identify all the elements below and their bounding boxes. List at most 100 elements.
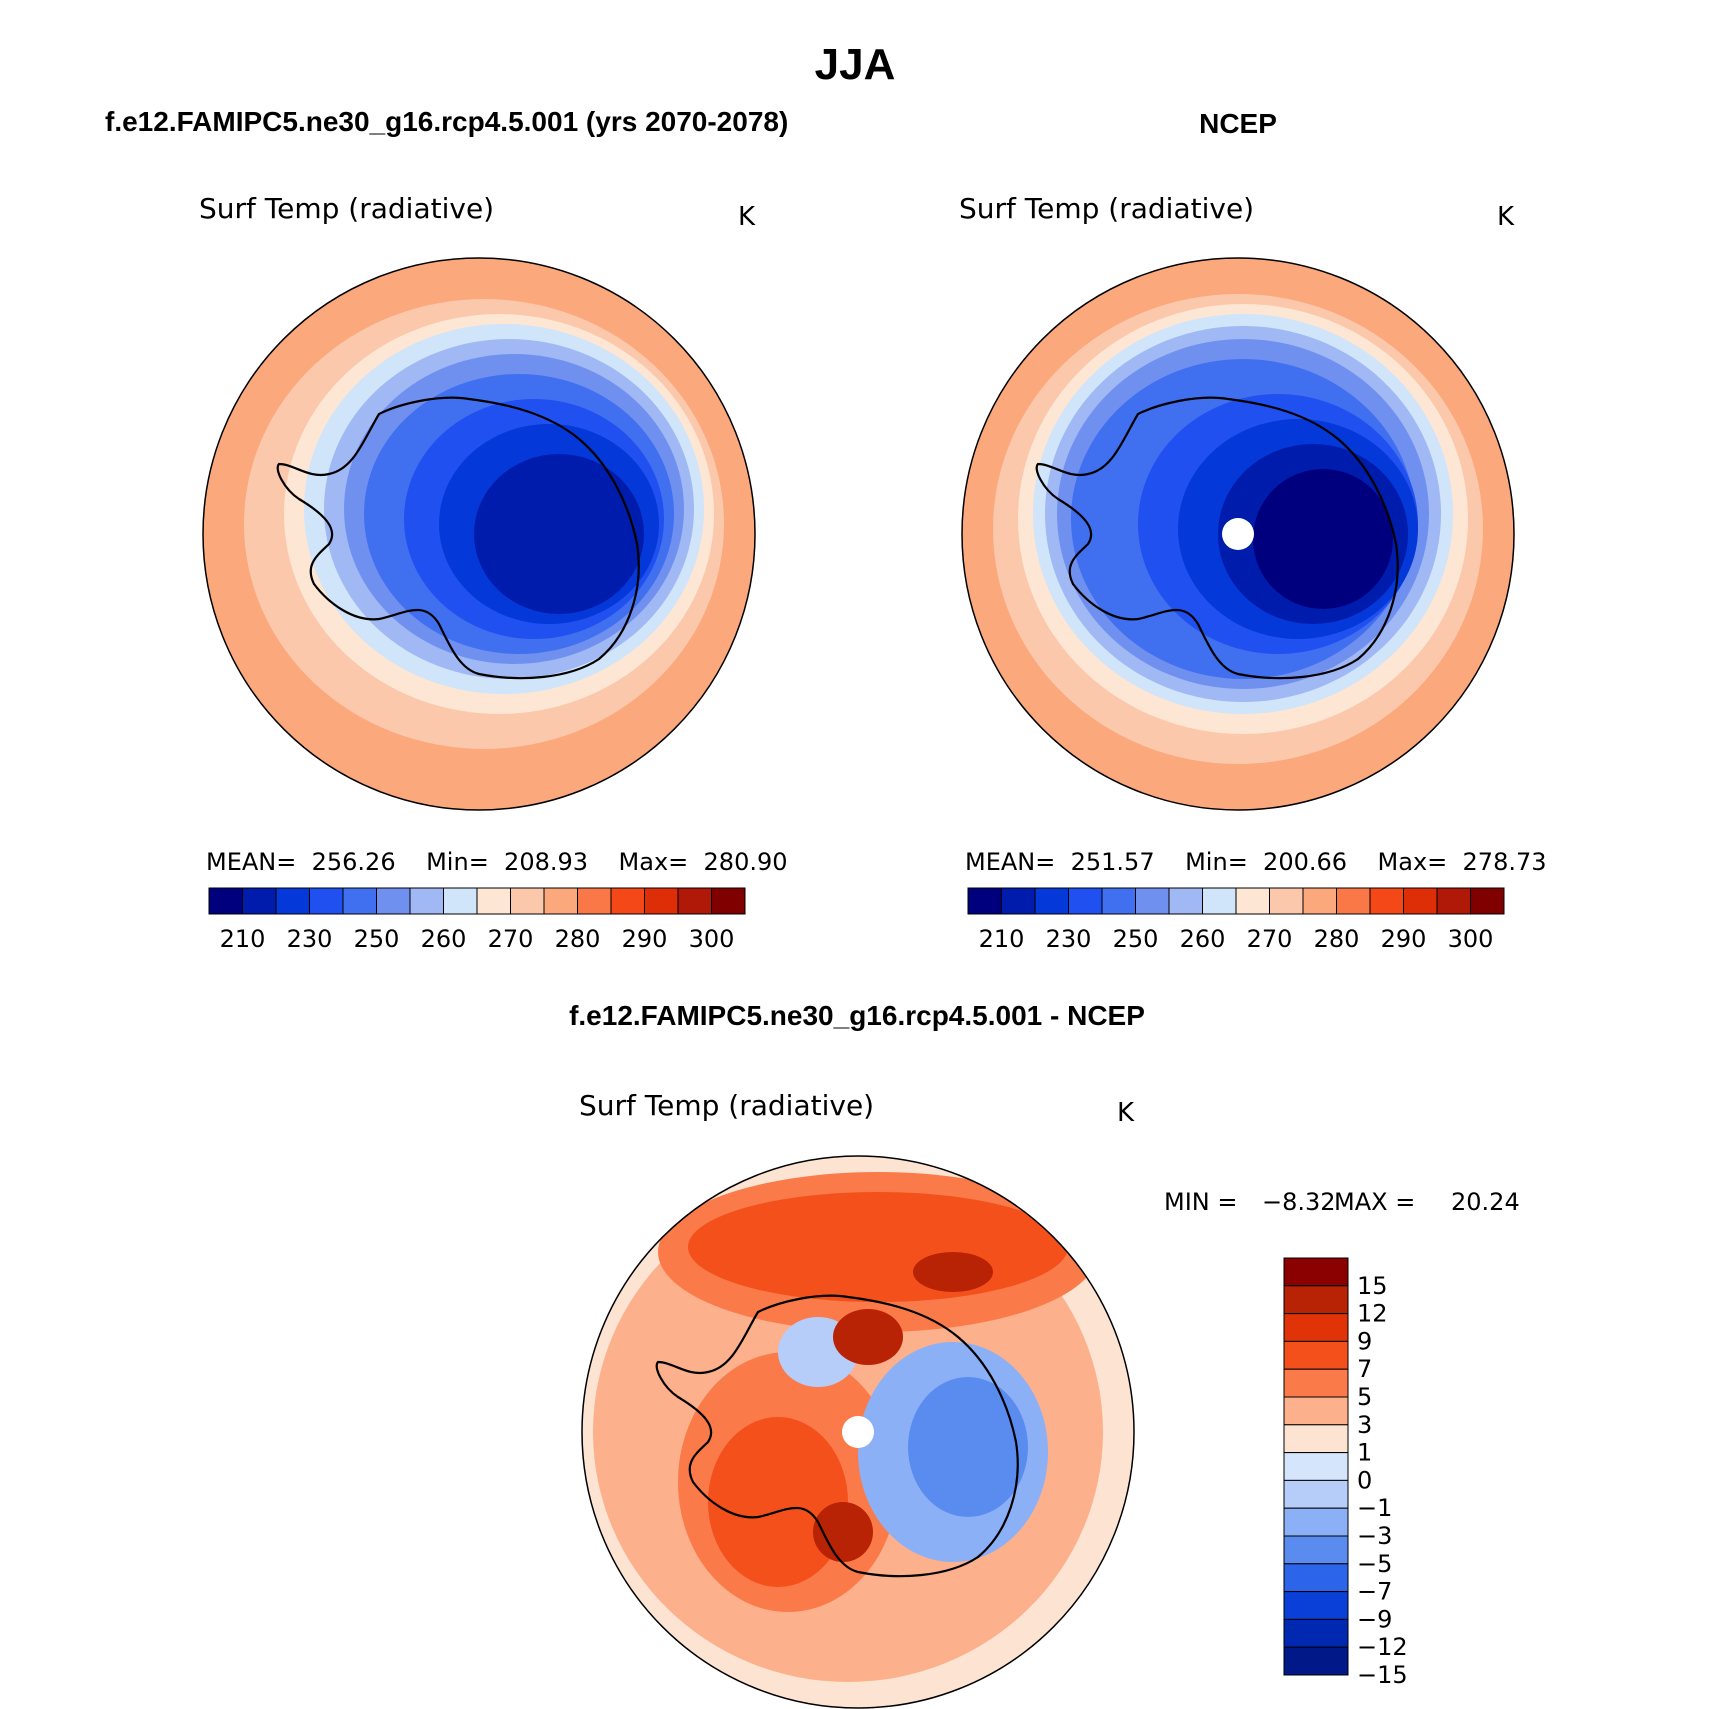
colorbar-tick-label: 210	[979, 925, 1025, 953]
diff-min-label: MIN =	[1164, 1188, 1237, 1216]
polar-map-diff	[581, 1155, 1135, 1709]
colorbar-swatch	[610, 887, 645, 915]
colorbar-swatch	[342, 887, 377, 915]
colorbar-swatch	[1283, 1285, 1349, 1315]
colorbar-swatch	[1436, 887, 1471, 915]
colorbar-tick-label: −1	[1357, 1494, 1392, 1522]
colorbar-swatch	[967, 887, 1002, 915]
colorbar-tick-label: 0	[1357, 1466, 1372, 1494]
panel-model-variable: Surf Temp (radiative)	[199, 192, 494, 225]
colorbar-tick-label: 7	[1357, 1355, 1372, 1383]
colorbar-swatch	[1283, 1424, 1349, 1454]
colorbar-swatch	[1283, 1396, 1349, 1426]
pole-hole	[842, 1416, 874, 1448]
colorbar-tick-label: −12	[1357, 1633, 1408, 1661]
colorbar-swatch	[242, 887, 277, 915]
panel-model-units: K	[738, 202, 756, 232]
colorbar-swatch	[309, 887, 344, 915]
colorbar-swatch	[443, 887, 478, 915]
colorbar-swatch	[711, 887, 746, 915]
colorbar-tick-label: 210	[220, 925, 266, 953]
map-field-band	[908, 1377, 1028, 1517]
map-field-band	[913, 1252, 993, 1292]
colorbar-tick-label: 230	[287, 925, 333, 953]
colorbar-swatch	[1068, 887, 1103, 915]
colorbar-swatch	[1283, 1340, 1349, 1370]
panel-model-stats: MEAN= 256.26 Min= 208.93 Max= 280.90	[206, 848, 788, 876]
panel-obs-stats: MEAN= 251.57 Min= 200.66 Max= 278.73	[965, 848, 1547, 876]
panel-obs-variable: Surf Temp (radiative)	[959, 192, 1254, 225]
colorbar-swatch	[1283, 1563, 1349, 1593]
colorbar-swatch	[1470, 887, 1505, 915]
colorbar-tick-label: 15	[1357, 1272, 1388, 1300]
colorbar-swatch	[1336, 887, 1371, 915]
colorbar-swatch	[1403, 887, 1438, 915]
colorbar-tick-label: −7	[1357, 1578, 1392, 1606]
panel-diff: f.e12.FAMIPC5.ne30_g16.rcp4.5.001 - NCEP…	[569, 1000, 1520, 1709]
colorbar-swatch	[1283, 1591, 1349, 1620]
colorbar-swatch	[1283, 1452, 1349, 1481]
panel-model-title: f.e12.FAMIPC5.ne30_g16.rcp4.5.001 (yrs 2…	[105, 106, 788, 137]
map-border	[581, 1155, 1135, 1709]
colorbar-tick-label: 12	[1357, 1300, 1388, 1328]
colorbar-swatch	[644, 887, 679, 915]
colorbar-swatch	[1283, 1479, 1349, 1509]
colorbar-swatch	[1302, 887, 1337, 915]
colorbar-tick-label: 9	[1357, 1327, 1372, 1355]
pole-hole	[1222, 518, 1254, 550]
panel-model: f.e12.FAMIPC5.ne30_g16.rcp4.5.001 (yrs 2…	[105, 106, 788, 953]
panel-diff-title: f.e12.FAMIPC5.ne30_g16.rcp4.5.001 - NCEP	[569, 1000, 1145, 1031]
diff-max-label: MAX =	[1334, 1188, 1415, 1216]
polar-map-model	[202, 257, 756, 811]
map-border	[961, 257, 1515, 811]
map-field-band	[474, 454, 644, 614]
colorbar-swatch	[677, 887, 712, 915]
panel-diff-units: K	[1117, 1098, 1135, 1128]
colorbar-tick-label: 290	[622, 925, 668, 953]
colorbar-obs: 210 230 250 260 270 280 290 300	[967, 887, 1505, 953]
colorbar-swatch	[510, 887, 545, 915]
colorbar-tick-label: 250	[1113, 925, 1159, 953]
colorbar-swatch	[1235, 887, 1270, 915]
map-field-band	[1253, 469, 1393, 609]
colorbar-swatch	[1135, 887, 1170, 915]
map-border	[202, 257, 756, 811]
colorbar-tick-label: 280	[555, 925, 601, 953]
colorbar-swatch	[275, 887, 310, 915]
colorbar-tick-label: 290	[1381, 925, 1427, 953]
colorbar-tick-label: 300	[689, 925, 735, 953]
colorbar-tick-label: 3	[1357, 1411, 1372, 1439]
map-field-band	[833, 1309, 903, 1365]
colorbar-swatch	[1269, 887, 1304, 915]
colorbar-tick-label: 270	[1247, 925, 1293, 953]
colorbar-swatch	[476, 887, 511, 915]
colorbar-swatch	[1168, 887, 1203, 915]
polar-map-obs	[961, 257, 1515, 811]
panel-obs: NCEP Surf Temp (radiative) K MEAN= 251.	[959, 108, 1547, 953]
map-field-band	[688, 1192, 1068, 1302]
colorbar-tick-label: 5	[1357, 1383, 1372, 1411]
colorbar-tick-label: −5	[1357, 1550, 1392, 1578]
panel-diff-variable: Surf Temp (radiative)	[579, 1089, 874, 1122]
colorbar-swatch	[1283, 1535, 1349, 1565]
colorbar-swatch	[1283, 1618, 1349, 1648]
colorbar-tick-label: −15	[1357, 1661, 1408, 1689]
colorbar-tick-label: 270	[488, 925, 534, 953]
figure-title: JJA	[815, 40, 896, 89]
colorbar-swatch	[409, 887, 444, 915]
colorbar-tick-label: −9	[1357, 1605, 1392, 1633]
colorbar-tick-label: 300	[1448, 925, 1494, 953]
colorbar-swatch	[1283, 1646, 1349, 1676]
map-field-band	[813, 1502, 873, 1562]
colorbar-swatch	[543, 887, 578, 915]
colorbar-swatch	[1034, 887, 1069, 915]
panel-obs-units: K	[1497, 202, 1515, 232]
colorbar-tick-label: 1	[1357, 1439, 1372, 1467]
diff-max-value: 20.24	[1451, 1188, 1520, 1216]
colorbar-swatch	[1202, 887, 1237, 915]
colorbar-swatch	[577, 887, 612, 915]
colorbar-swatch	[1101, 887, 1136, 915]
colorbar-swatch	[208, 887, 243, 915]
